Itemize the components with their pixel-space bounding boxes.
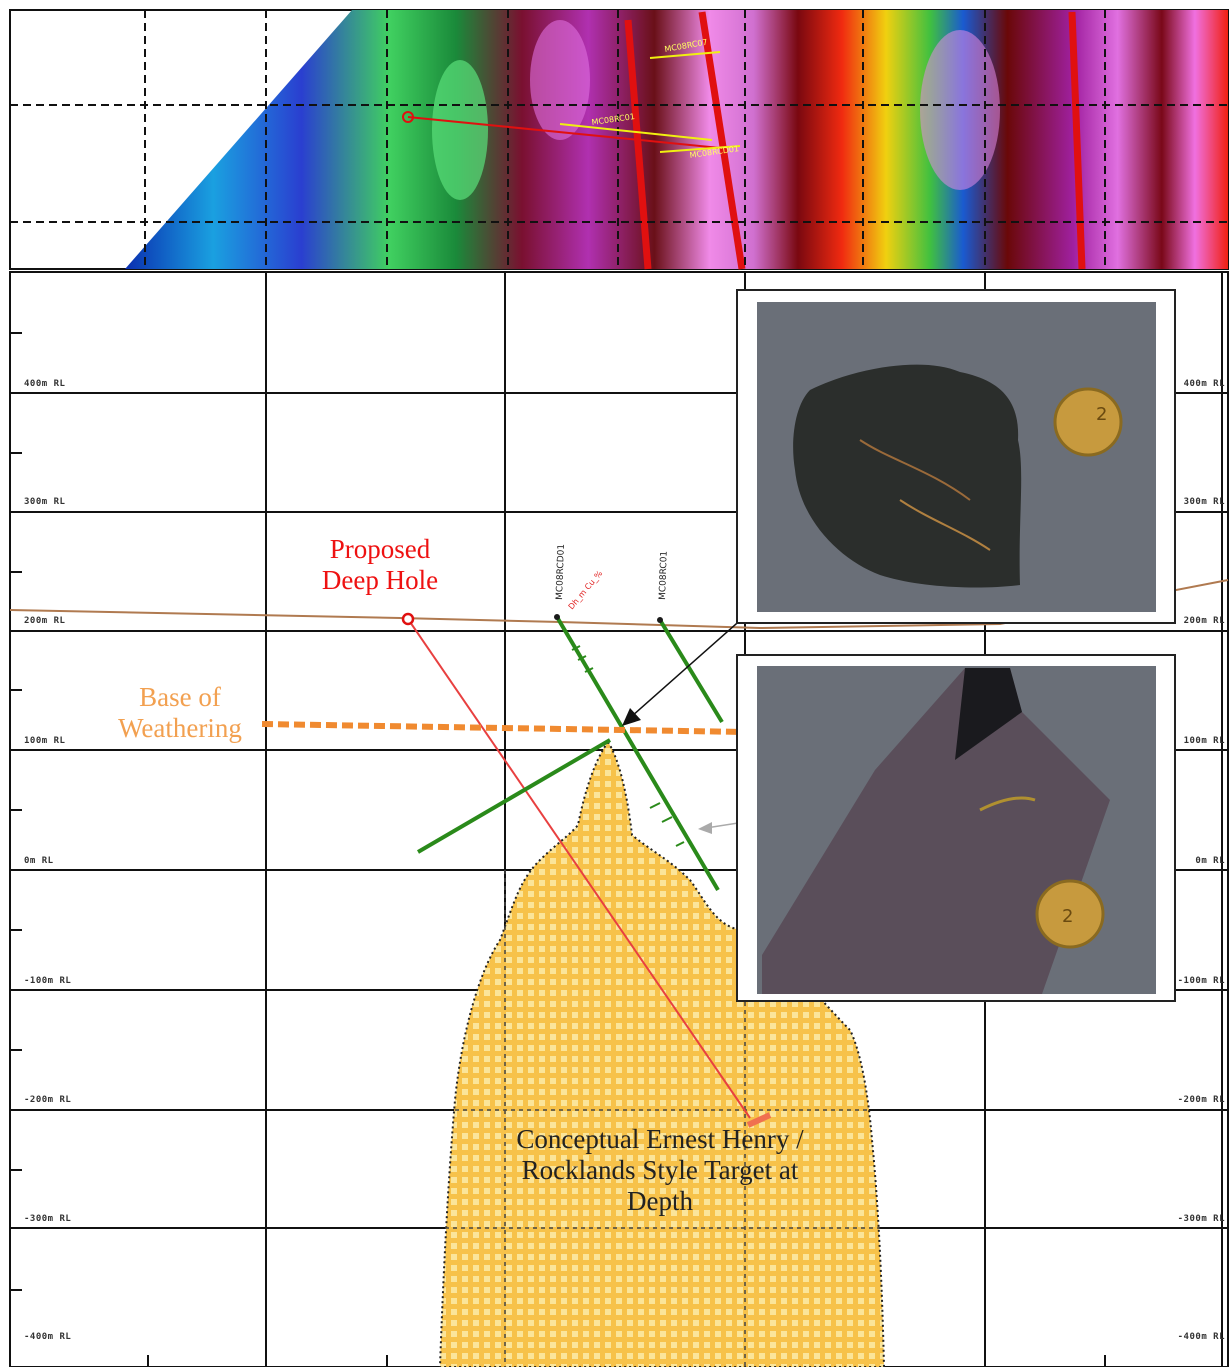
target-label-line2: Rocklands Style Target at bbox=[521, 1155, 799, 1185]
svg-text:2: 2 bbox=[1096, 404, 1107, 425]
elevation-label-right: -400m RL bbox=[1177, 1332, 1225, 1342]
base-of-weathering-line bbox=[261, 721, 746, 735]
coin-icon bbox=[1053, 387, 1123, 457]
proposed-hole-label: Proposed Deep Hole bbox=[300, 534, 460, 596]
elevation-label-left: -300m RL bbox=[24, 1214, 72, 1224]
elevation-label-right: -300m RL bbox=[1177, 1214, 1225, 1224]
elevation-label-right: 100m RL bbox=[1183, 736, 1225, 746]
elevation-label-right: 300m RL bbox=[1183, 497, 1225, 507]
elevation-label-right: 400m RL bbox=[1183, 379, 1225, 389]
plan-view-map: MC08RC01 MC08RC07 MC08RCD01 bbox=[9, 9, 1229, 270]
elevation-label-left: 0m RL bbox=[24, 856, 54, 866]
elevation-label-right: 0m RL bbox=[1195, 856, 1225, 866]
target-label-line1: Conceptual Ernest Henry / bbox=[516, 1124, 804, 1154]
elevation-label-left: 300m RL bbox=[24, 497, 66, 507]
svg-text:2: 2 bbox=[1062, 906, 1073, 927]
elevation-label-left: -200m RL bbox=[24, 1095, 72, 1105]
rock-sample-photo-1: 2 bbox=[736, 289, 1176, 624]
svg-text:MC08RCD01: MC08RCD01 bbox=[555, 544, 567, 600]
proposed-hole-label-line2: Deep Hole bbox=[321, 565, 439, 595]
elevation-label-left: -100m RL bbox=[24, 976, 72, 986]
rock-sample-photo-2: 2 bbox=[736, 654, 1176, 1002]
elevation-label-left: 100m RL bbox=[24, 736, 66, 746]
proposed-hole-label-line1: Proposed bbox=[329, 534, 431, 564]
drill-holes bbox=[416, 615, 724, 892]
elevation-label-left: 400m RL bbox=[24, 379, 66, 389]
elevation-label-right: 200m RL bbox=[1183, 616, 1225, 626]
elevation-label-left: 200m RL bbox=[24, 616, 66, 626]
svg-text:Dh_m Cu_%: Dh_m Cu_% bbox=[567, 569, 605, 612]
elevation-label-right: -200m RL bbox=[1177, 1095, 1225, 1105]
target-label: Conceptual Ernest Henry / Rocklands Styl… bbox=[455, 1124, 865, 1217]
base-of-weathering-line1: Base of bbox=[139, 682, 221, 712]
target-label-line3: Depth bbox=[627, 1186, 693, 1216]
proposed-drill-hole bbox=[401, 612, 772, 1128]
base-of-weathering-line2: Weathering bbox=[118, 713, 242, 743]
elevation-label-left: -400m RL bbox=[24, 1332, 72, 1342]
elevation-label-right: -100m RL bbox=[1177, 976, 1225, 986]
target-zone bbox=[438, 740, 886, 1368]
coin-icon bbox=[1035, 879, 1105, 949]
svg-text:MC08RC01: MC08RC01 bbox=[658, 551, 670, 600]
base-of-weathering-label: Base of Weathering bbox=[100, 682, 260, 744]
